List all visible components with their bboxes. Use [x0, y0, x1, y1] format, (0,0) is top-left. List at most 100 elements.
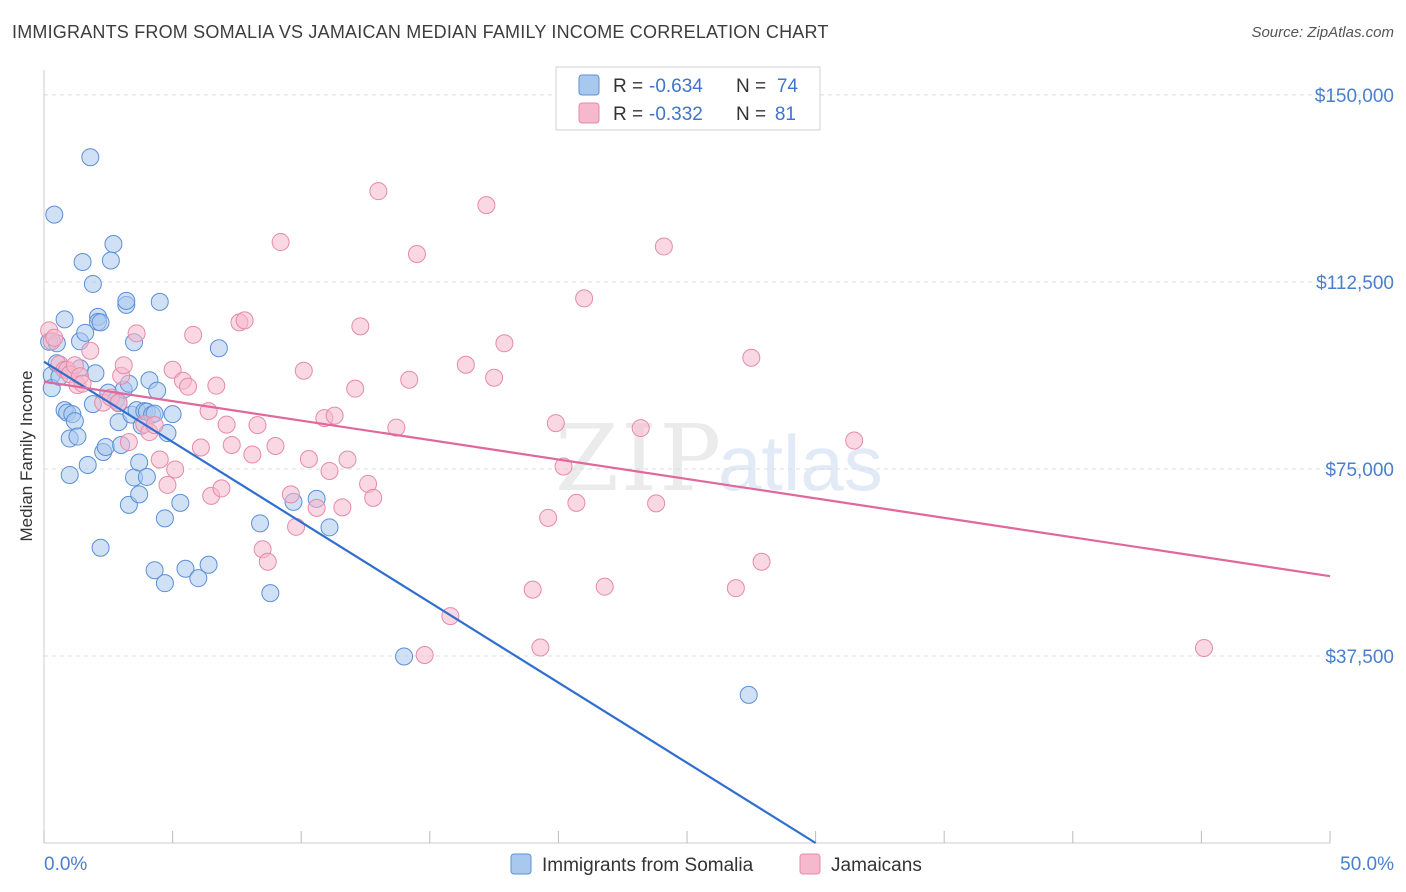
- point-somalia-24: [91, 538, 110, 557]
- point-somalia-16: [73, 253, 92, 272]
- point-jamaica-43: [271, 233, 290, 252]
- point-jamaica-16: [114, 356, 133, 375]
- point-jamaica-27: [179, 377, 198, 396]
- point-somalia-50: [145, 561, 164, 580]
- point-jamaica-60: [400, 370, 419, 389]
- point-somalia-28: [101, 251, 120, 270]
- legend-n-label-jamaica: N =: [736, 104, 766, 125]
- y-tick-label-3: $150,000: [1315, 86, 1394, 107]
- point-jamaica-23: [158, 475, 177, 494]
- point-jamaica-24: [163, 360, 182, 379]
- point-jamaica-83: [1194, 639, 1213, 658]
- point-somalia-63: [251, 514, 270, 533]
- y-tick-labels: $37,500 $75,000 $112,500 $150,000: [1315, 86, 1394, 668]
- point-jamaica-81: [752, 552, 771, 571]
- point-somalia-55: [155, 574, 174, 593]
- point-somalia-62: [209, 339, 228, 358]
- point-jamaica-17: [119, 433, 138, 452]
- point-somalia-53: [150, 292, 169, 311]
- point-jamaica-39: [248, 416, 267, 435]
- point-somalia-57: [163, 405, 182, 424]
- point-jamaica-46: [294, 361, 313, 380]
- point-somalia-58: [171, 493, 190, 512]
- point-somalia-26: [96, 438, 115, 457]
- point-jamaica-44: [281, 485, 300, 504]
- point-jamaica-29: [191, 438, 210, 457]
- point-jamaica-75: [595, 577, 614, 596]
- point-jamaica-70: [539, 508, 558, 527]
- bottom-legend-label-somalia: Immigrants from Somalia: [542, 855, 754, 876]
- bottom-legend-label-jamaica: Jamaicans: [831, 855, 922, 876]
- bottom-legend-swatch-somalia: [510, 853, 532, 875]
- point-somalia-46: [137, 467, 156, 486]
- watermark-atlas: atlas: [718, 419, 883, 507]
- point-somalia-60: [189, 569, 208, 588]
- y-axis-label: Median Family Income: [17, 370, 36, 541]
- point-jamaica-71: [546, 414, 565, 433]
- y-tick-label-2: $112,500: [1316, 273, 1394, 294]
- point-somalia-13: [68, 427, 87, 446]
- point-jamaica-45: [287, 517, 306, 536]
- point-jamaica-35: [222, 436, 241, 455]
- trendlines: [43, 360, 1331, 844]
- point-jamaica-77: [647, 494, 666, 513]
- point-jamaica-80: [742, 348, 761, 367]
- x-tick-label-min: 0.0%: [44, 854, 87, 875]
- correlation-legend: R = -0.634 N = 74 R = -0.332 N = 81: [555, 66, 821, 131]
- point-jamaica-52: [333, 498, 352, 517]
- point-jamaica-22: [150, 450, 169, 469]
- point-somalia-18: [78, 455, 97, 474]
- point-jamaica-69: [531, 638, 550, 657]
- point-jamaica-67: [495, 334, 514, 353]
- y-tick-label-0: $37,500: [1325, 647, 1394, 668]
- point-jamaica-55: [351, 317, 370, 336]
- y-tick-label-1: $75,000: [1325, 460, 1394, 481]
- point-somalia-19: [81, 148, 100, 167]
- point-jamaica-2: [45, 328, 64, 347]
- point-somalia-73: [91, 313, 110, 332]
- legend-swatch-somalia: [578, 74, 600, 96]
- trendline-somalia: [43, 360, 817, 844]
- legend-swatch-jamaica: [578, 102, 600, 124]
- legend-n-value-jamaica: 81: [775, 104, 796, 125]
- point-jamaica-57: [364, 488, 383, 507]
- legend-r-value-jamaica: -0.332: [649, 104, 703, 125]
- point-jamaica-32: [207, 376, 226, 395]
- chart-title: IMMIGRANTS FROM SOMALIA VS JAMAICAN MEDI…: [12, 22, 829, 42]
- point-somalia-6: [55, 310, 74, 329]
- point-jamaica-11: [81, 341, 100, 360]
- point-somalia-59: [176, 559, 195, 578]
- point-jamaica-79: [726, 579, 745, 598]
- point-jamaica-34: [217, 415, 236, 434]
- series-jamaica-points: [40, 182, 1213, 664]
- point-jamaica-76: [631, 419, 650, 438]
- legend-r-label-jamaica: R =: [613, 104, 643, 125]
- x-ticks: [43, 831, 1331, 843]
- point-somalia-12: [65, 412, 84, 431]
- point-somalia-20: [83, 274, 102, 293]
- point-jamaica-78: [654, 237, 673, 256]
- point-jamaica-47: [299, 449, 318, 468]
- point-somalia-10: [60, 465, 79, 484]
- legend-n-value-somalia: 74: [777, 76, 799, 97]
- point-jamaica-37: [235, 311, 254, 330]
- point-somalia-69: [739, 685, 758, 704]
- point-somalia-36: [117, 291, 136, 310]
- point-jamaica-48: [307, 498, 326, 517]
- point-somalia-42: [130, 485, 149, 504]
- point-jamaica-68: [523, 580, 542, 599]
- point-jamaica-51: [325, 406, 344, 425]
- point-jamaica-65: [485, 368, 504, 387]
- source-label: Source: ZipAtlas.com: [1251, 24, 1394, 41]
- point-jamaica-42: [266, 437, 285, 456]
- point-jamaica-72: [554, 457, 573, 476]
- point-jamaica-62: [415, 645, 434, 664]
- bottom-legend-swatch-jamaica: [799, 853, 821, 875]
- point-jamaica-54: [346, 379, 365, 398]
- point-jamaica-73: [567, 493, 586, 512]
- series-legend: Immigrants from Somalia Jamaicans: [510, 853, 922, 876]
- trendline-jamaica: [43, 380, 1331, 578]
- point-jamaica-25: [166, 460, 185, 479]
- point-jamaica-58: [369, 182, 388, 201]
- point-jamaica-61: [407, 245, 426, 264]
